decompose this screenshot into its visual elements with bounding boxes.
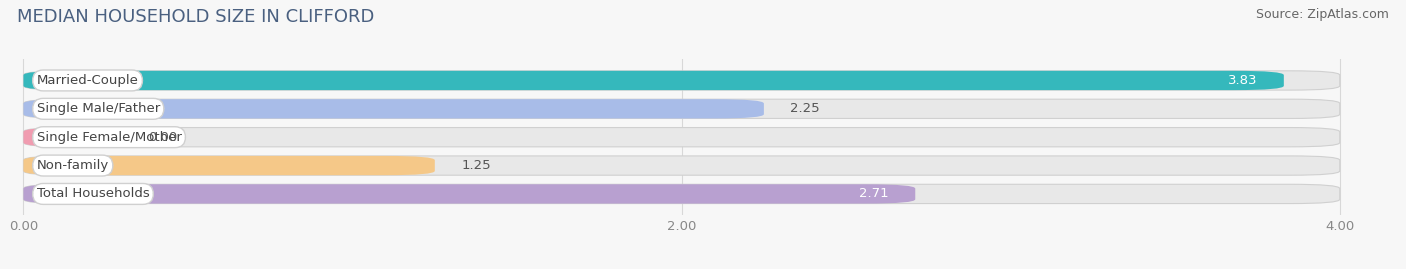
Text: 3.83: 3.83	[1227, 74, 1257, 87]
FancyBboxPatch shape	[24, 99, 763, 118]
Text: Source: ZipAtlas.com: Source: ZipAtlas.com	[1256, 8, 1389, 21]
Text: Married-Couple: Married-Couple	[37, 74, 139, 87]
FancyBboxPatch shape	[24, 128, 122, 147]
Text: Non-family: Non-family	[37, 159, 108, 172]
FancyBboxPatch shape	[24, 71, 1284, 90]
Text: Single Female/Mother: Single Female/Mother	[37, 131, 181, 144]
FancyBboxPatch shape	[24, 99, 1340, 118]
Text: MEDIAN HOUSEHOLD SIZE IN CLIFFORD: MEDIAN HOUSEHOLD SIZE IN CLIFFORD	[17, 8, 374, 26]
Text: 2.71: 2.71	[859, 187, 889, 200]
FancyBboxPatch shape	[24, 156, 1340, 175]
FancyBboxPatch shape	[24, 184, 1340, 204]
Text: Total Households: Total Households	[37, 187, 149, 200]
Text: 2.25: 2.25	[790, 102, 820, 115]
FancyBboxPatch shape	[24, 156, 434, 175]
Text: 0.00: 0.00	[149, 131, 177, 144]
FancyBboxPatch shape	[24, 71, 1340, 90]
Text: 1.25: 1.25	[461, 159, 491, 172]
Text: Single Male/Father: Single Male/Father	[37, 102, 160, 115]
FancyBboxPatch shape	[24, 184, 915, 204]
FancyBboxPatch shape	[24, 128, 1340, 147]
